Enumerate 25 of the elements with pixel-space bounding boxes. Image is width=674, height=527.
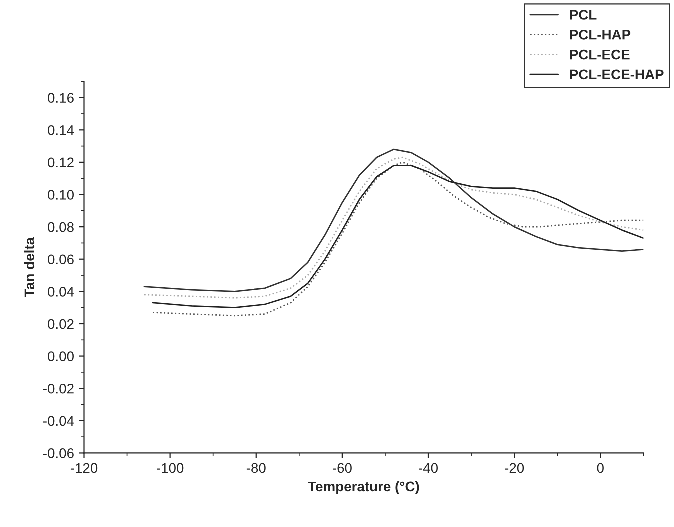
y-tick-label: 0.16: [48, 93, 74, 104]
y-tick-label: 0.00: [48, 352, 74, 362]
y-tick-label: -0.02: [43, 384, 74, 394]
y-axis-title: Tan delta: [24, 237, 35, 298]
y-tick-label: -0.04: [43, 416, 74, 426]
y-tick-label: 0.02: [48, 319, 74, 330]
y-tick-label: -0.06: [43, 448, 74, 458]
legend-label: PCL-HAP: [570, 30, 631, 40]
y-tick-label: 0.12: [48, 158, 74, 168]
x-tick-label: 0: [597, 463, 604, 474]
legend-label: PCL-ECE: [570, 50, 630, 60]
x-tick-label: -120: [70, 463, 98, 474]
x-axis-title: Temperature (°C): [308, 481, 420, 494]
legend-label: PCL-ECE-HAP: [570, 70, 664, 80]
y-tick-label: 0.14: [48, 125, 74, 136]
x-tick-label: -60: [333, 463, 352, 474]
x-tick-label: -80: [246, 463, 266, 474]
x-tick-label: -100: [157, 463, 184, 474]
y-tick-label: 0.08: [48, 222, 74, 232]
legend-label: PCL: [570, 10, 597, 20]
x-tick-label: -20: [505, 463, 524, 474]
y-tick-label: 0.04: [48, 287, 74, 297]
y-tick-label: 0.10: [48, 190, 74, 200]
y-tick-label: 0.06: [48, 254, 74, 265]
x-tick-label: -40: [419, 463, 438, 474]
